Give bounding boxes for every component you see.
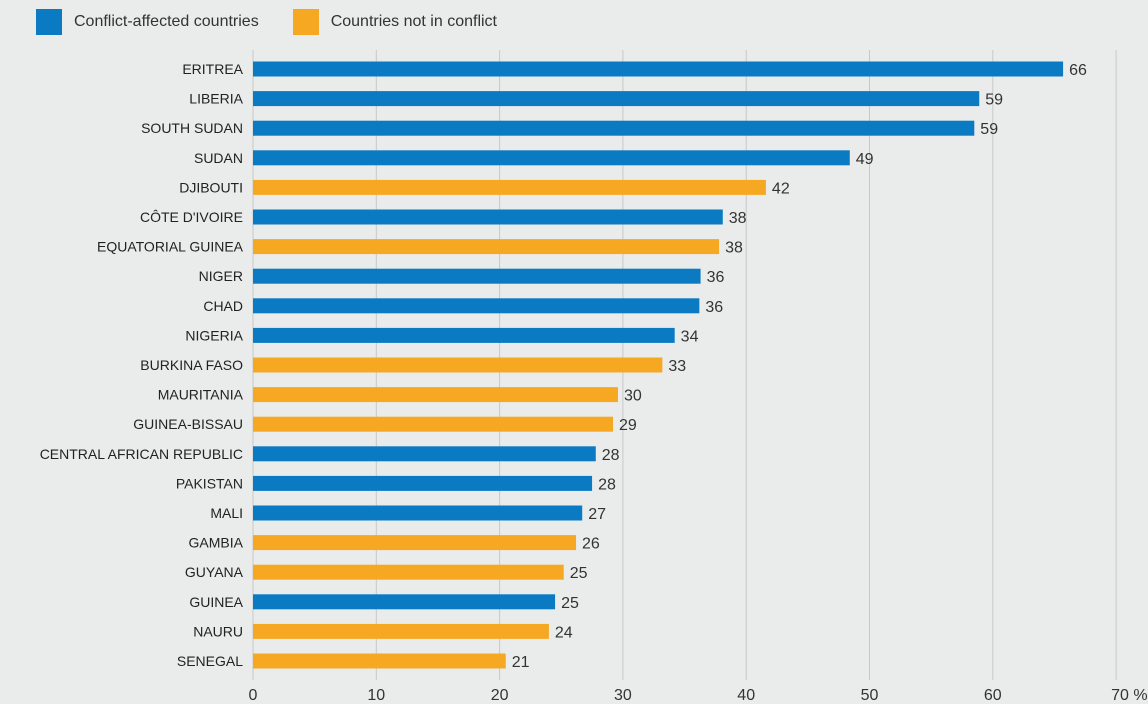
bar bbox=[253, 150, 850, 166]
bars bbox=[253, 61, 1064, 669]
bar bbox=[253, 387, 618, 403]
category-label: NAURU bbox=[193, 623, 243, 639]
legend-item-not-in-conflict: Countries not in conflict bbox=[292, 9, 497, 35]
legend-swatch-not-in-conflict bbox=[292, 9, 319, 35]
category-label: GUINEA bbox=[189, 594, 243, 610]
bar bbox=[253, 475, 593, 491]
x-tick-label: 60 bbox=[984, 687, 1002, 704]
value-label: 36 bbox=[705, 299, 723, 316]
category-labels: ERITREA LIBERIA SOUTH SUDAN SUDAN DJIBOUTI CÔ… bbox=[40, 61, 244, 669]
legend: Conflict-affected countries Countries no… bbox=[36, 9, 531, 35]
value-label: 59 bbox=[985, 92, 1003, 109]
x-tick-label: 10 bbox=[367, 687, 385, 704]
category-label: PAKISTAN bbox=[176, 475, 243, 491]
value-label: 26 bbox=[582, 536, 600, 553]
category-label: EQUATORIAL GUINEA bbox=[97, 239, 244, 255]
value-label: 21 bbox=[512, 654, 530, 671]
bar bbox=[253, 535, 577, 551]
bar bbox=[253, 416, 614, 432]
bar bbox=[253, 564, 564, 580]
x-tick-label: 30 bbox=[614, 687, 632, 704]
legend-label-conflict: Conflict-affected countries bbox=[74, 13, 259, 30]
category-label: GUYANA bbox=[185, 564, 244, 580]
bar bbox=[253, 594, 556, 610]
x-tick-label: 70 % bbox=[1111, 687, 1147, 704]
value-label: 29 bbox=[619, 417, 637, 434]
bar bbox=[253, 446, 596, 462]
value-label: 28 bbox=[602, 447, 620, 464]
value-label: 25 bbox=[570, 565, 588, 582]
value-label: 34 bbox=[681, 328, 699, 345]
category-label: DJIBOUTI bbox=[179, 179, 243, 195]
value-label: 66 bbox=[1069, 62, 1087, 79]
category-label: ERITREA bbox=[182, 61, 243, 77]
legend-item-conflict: Conflict-affected countries bbox=[36, 9, 259, 35]
value-label: 27 bbox=[588, 506, 606, 523]
bar bbox=[253, 239, 720, 255]
x-tick-label: 20 bbox=[491, 687, 509, 704]
value-label: 42 bbox=[772, 180, 790, 197]
value-label: 59 bbox=[980, 121, 998, 138]
legend-swatch-conflict bbox=[36, 9, 62, 35]
category-label: GAMBIA bbox=[189, 535, 244, 551]
category-label: NIGER bbox=[199, 268, 243, 284]
value-label: 49 bbox=[856, 151, 874, 168]
value-label: 25 bbox=[561, 595, 579, 612]
category-label: BURKINA FASO bbox=[140, 357, 243, 373]
x-tick-label: 50 bbox=[861, 687, 879, 704]
bar bbox=[253, 268, 701, 284]
value-label: 33 bbox=[668, 358, 686, 375]
bar bbox=[253, 61, 1064, 77]
value-label: 28 bbox=[598, 476, 616, 493]
category-label: SENEGAL bbox=[177, 653, 243, 669]
legend-label-not-in-conflict: Countries not in conflict bbox=[330, 13, 497, 30]
category-label: NIGERIA bbox=[185, 327, 243, 343]
x-tick-label: 0 bbox=[249, 687, 258, 704]
bar bbox=[253, 91, 980, 107]
category-label: CÔTE D'IVOIRE bbox=[140, 209, 243, 225]
bar bbox=[253, 120, 975, 136]
category-label: MALI bbox=[210, 505, 243, 521]
category-label: MAURITANIA bbox=[158, 387, 244, 403]
category-label: LIBERIA bbox=[189, 91, 243, 107]
bar bbox=[253, 327, 675, 343]
value-labels: 6659594942383836363433302928282726252524… bbox=[512, 62, 1087, 671]
value-label: 38 bbox=[729, 210, 747, 227]
bar bbox=[253, 298, 700, 314]
bar bbox=[253, 505, 583, 521]
category-label: SUDAN bbox=[194, 150, 243, 166]
x-tick-label: 40 bbox=[737, 687, 755, 704]
bar bbox=[253, 179, 766, 195]
bar bbox=[253, 209, 723, 225]
bar bbox=[253, 623, 549, 639]
x-axis-ticks: 0 10 20 30 40 50 60 70 % bbox=[249, 687, 1148, 704]
category-label: GUINEA-BISSAU bbox=[133, 416, 243, 432]
value-label: 30 bbox=[624, 388, 642, 405]
bar bbox=[253, 357, 663, 373]
category-label: CENTRAL AFRICAN REPUBLIC bbox=[40, 446, 243, 462]
category-label: CHAD bbox=[203, 298, 243, 314]
value-label: 24 bbox=[555, 624, 573, 641]
value-label: 38 bbox=[725, 240, 743, 257]
value-label: 36 bbox=[707, 269, 725, 286]
bar bbox=[253, 653, 506, 669]
category-label: SOUTH SUDAN bbox=[141, 120, 243, 136]
